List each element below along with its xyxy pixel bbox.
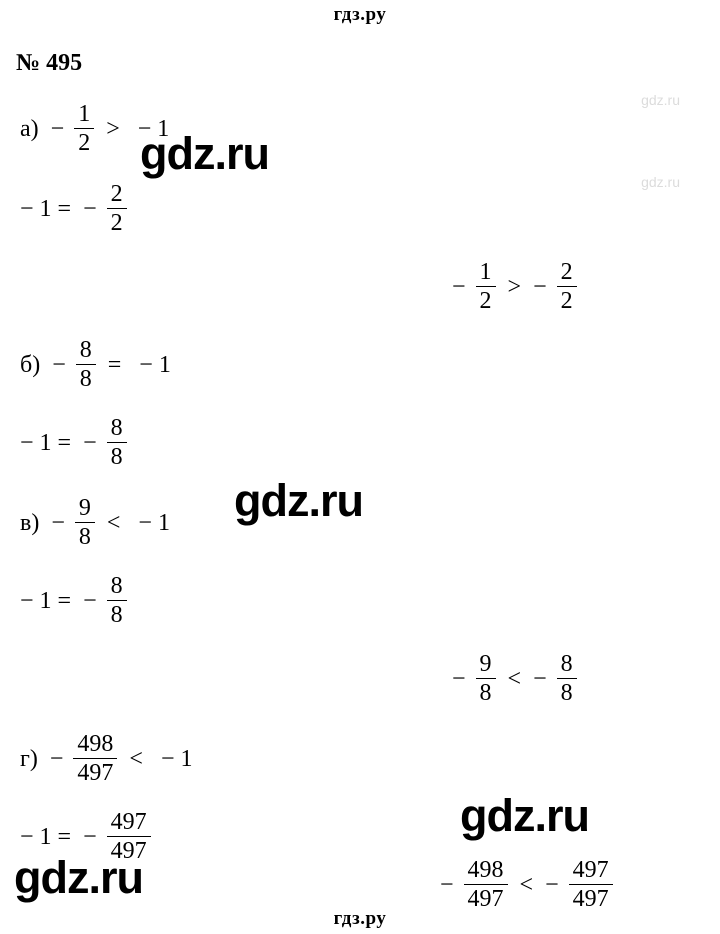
minus-sign: − xyxy=(83,197,101,221)
numerator: 8 xyxy=(107,416,127,443)
minus-sign: − xyxy=(83,825,101,849)
minus-sign: − xyxy=(52,353,70,377)
compare-op: < xyxy=(514,873,540,897)
lhs: − 1 = xyxy=(14,589,77,613)
fraction: 8 8 xyxy=(107,574,127,627)
denominator: 8 xyxy=(476,679,496,705)
line-c2: − 1 = − 8 8 xyxy=(14,574,127,627)
minus-sign: − xyxy=(533,275,551,299)
line-a3: − 1 2 > − 2 2 xyxy=(452,260,577,313)
numerator: 497 xyxy=(107,810,151,837)
denominator: 8 xyxy=(557,679,577,705)
fraction: 2 2 xyxy=(557,260,577,313)
problem-number: № 495 xyxy=(16,50,82,77)
line-b2: − 1 = − 8 8 xyxy=(14,416,127,469)
fraction: 8 8 xyxy=(76,338,96,391)
watermark-big: gdz.ru xyxy=(14,852,143,904)
compare-op: < xyxy=(101,511,127,535)
denominator: 8 xyxy=(76,365,96,391)
fraction: 1 2 xyxy=(476,260,496,313)
line-b1: б) − 8 8 = − 1 xyxy=(14,338,177,391)
numerator: 1 xyxy=(74,102,94,129)
rhs: − 1 xyxy=(133,353,177,377)
numerator: 2 xyxy=(107,182,127,209)
denominator: 8 xyxy=(107,443,127,469)
minus-sign: − xyxy=(83,431,101,455)
minus-sign: − xyxy=(533,667,551,691)
numerator: 498 xyxy=(73,732,117,759)
watermark-big: gdz.ru xyxy=(140,128,269,180)
minus-sign: − xyxy=(452,275,470,299)
fraction: 9 8 xyxy=(75,496,95,549)
line-c1: в) − 9 8 < − 1 xyxy=(14,496,176,549)
numerator: 8 xyxy=(557,652,577,679)
minus-sign: − xyxy=(545,873,563,897)
numerator: 497 xyxy=(569,858,613,885)
compare-op: > xyxy=(100,117,126,141)
numerator: 1 xyxy=(476,260,496,287)
denominator: 2 xyxy=(557,287,577,313)
minus-sign: − xyxy=(51,511,69,535)
numerator: 9 xyxy=(476,652,496,679)
rhs: − 1 xyxy=(155,747,199,771)
minus-sign: − xyxy=(440,873,458,897)
item-prefix: в) xyxy=(14,511,45,535)
page: гдз.ру № 495 gdz.ru gdz.ru а) − 1 2 > − … xyxy=(0,0,720,934)
minus-sign: − xyxy=(51,117,69,141)
item-prefix: а) xyxy=(14,117,45,141)
fraction: 497 497 xyxy=(569,858,613,911)
line-a2: − 1 = − 2 2 xyxy=(14,182,127,235)
line-d3: − 498 497 < − 497 497 xyxy=(440,858,613,911)
minus-sign: − xyxy=(452,667,470,691)
fraction: 1 2 xyxy=(74,102,94,155)
watermark-small: gdz.ru xyxy=(641,92,680,108)
numerator: 8 xyxy=(107,574,127,601)
item-prefix: г) xyxy=(14,747,44,771)
fraction: 8 8 xyxy=(557,652,577,705)
fraction: 498 497 xyxy=(464,858,508,911)
watermark-small: gdz.ru xyxy=(641,174,680,190)
compare-op: < xyxy=(502,667,528,691)
line-c3: − 9 8 < − 8 8 xyxy=(452,652,577,705)
compare-op: > xyxy=(502,275,528,299)
line-d1: г) − 498 497 < − 1 xyxy=(14,732,198,785)
watermark-big: gdz.ru xyxy=(460,790,589,842)
lhs: − 1 = xyxy=(14,825,77,849)
site-header: гдз.ру xyxy=(0,4,720,26)
denominator: 2 xyxy=(74,129,94,155)
denominator: 8 xyxy=(107,601,127,627)
equals-op: = xyxy=(102,353,128,377)
site-footer: гдз.ру xyxy=(0,908,720,930)
fraction: 498 497 xyxy=(73,732,117,785)
minus-sign: − xyxy=(83,589,101,613)
numerator: 2 xyxy=(557,260,577,287)
fraction: 2 2 xyxy=(107,182,127,235)
compare-op: < xyxy=(123,747,149,771)
numerator: 9 xyxy=(75,496,95,523)
lhs: − 1 = xyxy=(14,431,77,455)
rhs: − 1 xyxy=(132,511,176,535)
numerator: 8 xyxy=(76,338,96,365)
fraction: 8 8 xyxy=(107,416,127,469)
denominator: 8 xyxy=(75,523,95,549)
denominator: 2 xyxy=(476,287,496,313)
denominator: 2 xyxy=(107,209,127,235)
denominator: 497 xyxy=(73,759,117,785)
item-prefix: б) xyxy=(14,353,46,377)
watermark-big: gdz.ru xyxy=(234,475,363,527)
minus-sign: − xyxy=(50,747,68,771)
fraction: 9 8 xyxy=(476,652,496,705)
numerator: 498 xyxy=(464,858,508,885)
lhs: − 1 = xyxy=(14,197,77,221)
